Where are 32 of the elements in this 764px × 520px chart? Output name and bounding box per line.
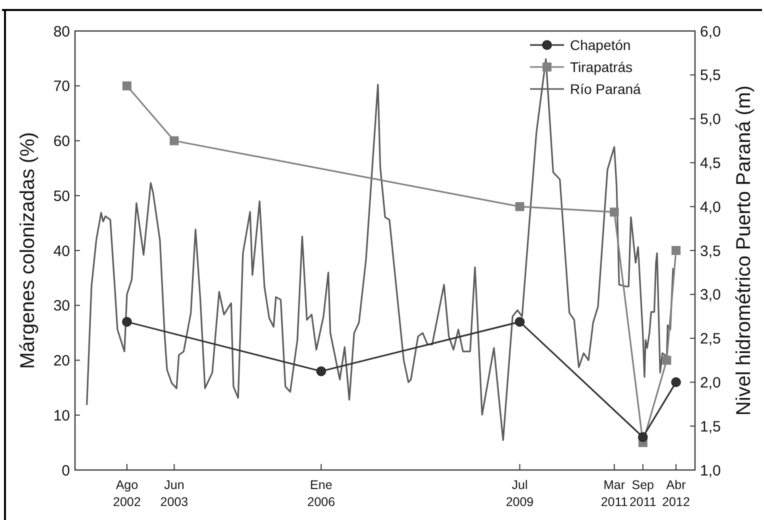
y-tick-label: 20 [53, 352, 70, 370]
y2-tick-label: 1,0 [700, 462, 721, 480]
y2-tick-label: 3,5 [700, 242, 721, 260]
y-tick-label: 80 [53, 23, 70, 40]
y2-tick-label: 3,0 [700, 286, 721, 304]
y2-tick-label: 4,5 [700, 154, 721, 172]
y-axis-title: Márgenes colonizadas (%) [17, 132, 39, 369]
y-tick-label: 60 [53, 133, 70, 150]
y-tick-label: 40 [53, 242, 70, 260]
y-tick-label: 30 [53, 298, 70, 315]
y-tick-label: 70 [53, 78, 70, 96]
y2-tick-label: 2,5 [700, 330, 721, 348]
y2-tick-label: 6,0 [700, 23, 721, 40]
legend-label: Chapetón [570, 36, 631, 53]
y2-axis-title: Nivel hidrométrico Puerto Paraná (m) [733, 85, 755, 416]
x-tick-label: Jun 2003 [160, 478, 188, 509]
y2-tick-label: 5,0 [700, 111, 721, 128]
y2-tick-label: 2,0 [700, 374, 721, 392]
y-tick-label: 0 [62, 462, 70, 480]
y-tick-label: 10 [53, 407, 70, 424]
x-tick-label: Sep 2011 [629, 478, 656, 509]
y2-tick-label: 4,0 [700, 198, 721, 216]
legend-label: Río Paraná [570, 80, 642, 97]
x-tick-label: Mar 2011 [600, 478, 628, 509]
y2-tick-label: 1,5 [700, 418, 721, 436]
x-tick-label: Ago 2002 [113, 478, 141, 509]
legend-label: Tirapatrás [570, 58, 633, 75]
y-tick-label: 50 [53, 188, 70, 205]
x-tick-label: Ene 2006 [307, 478, 336, 509]
x-tick-label: Abr 2012 [662, 478, 690, 509]
y2-tick-label: 5,5 [700, 67, 721, 84]
x-tick-label: Jul 2009 [506, 478, 534, 509]
